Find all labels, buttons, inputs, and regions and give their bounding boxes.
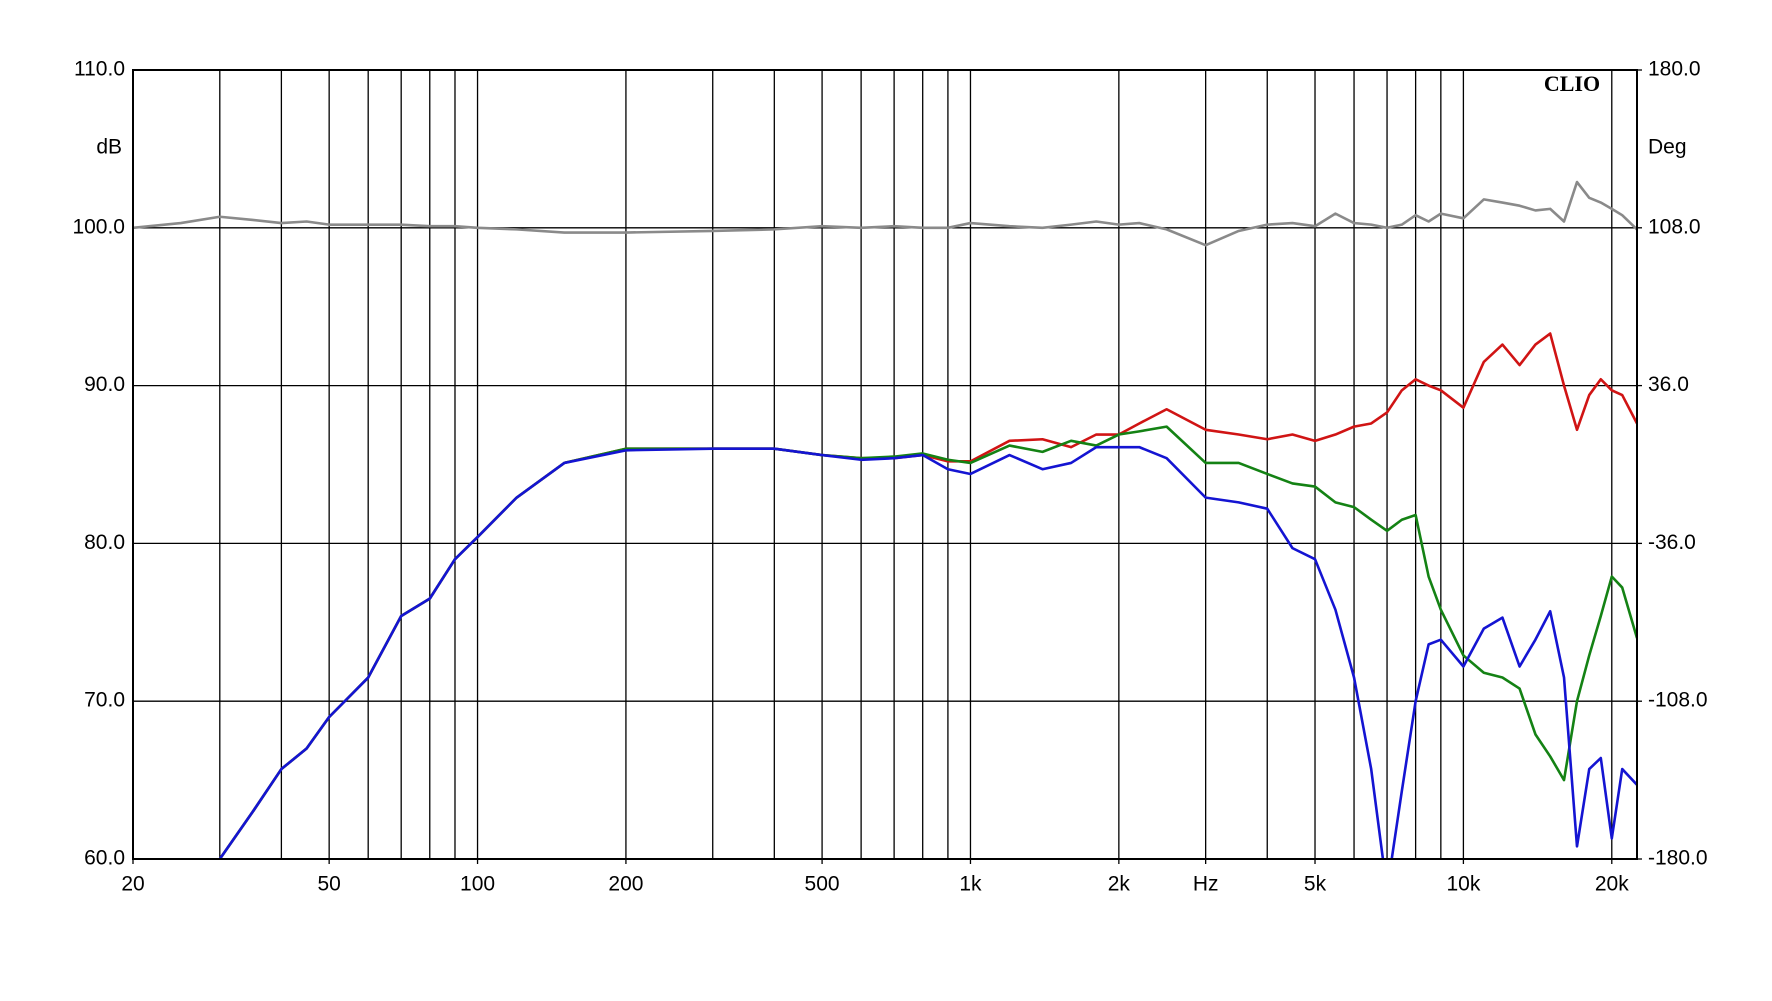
x-tick-label: 20k [1595, 873, 1629, 896]
x-tick-label: 100 [460, 873, 495, 896]
x-tick-label: 5k [1304, 873, 1327, 896]
y2-tick-label: -36.0 [1648, 531, 1696, 554]
y-tick-label: 100.0 [72, 215, 125, 238]
y-tick-label: 70.0 [84, 689, 125, 712]
y2-tick-label: 180.0 [1648, 58, 1701, 81]
x-tick-label: 1k [959, 873, 982, 896]
y2-tick-label: 36.0 [1648, 373, 1689, 396]
y2-tick-label: 108.0 [1648, 215, 1701, 238]
x-tick-label: 500 [805, 873, 840, 896]
series-line [218, 445, 1637, 859]
x-tick-label: 2k [1108, 873, 1131, 896]
y-tick-label: 80.0 [84, 531, 125, 554]
y-axis-label: dB [96, 136, 122, 159]
brand-label: CLIO [1544, 71, 1600, 96]
x-tick-label: 200 [608, 873, 643, 896]
y-tick-label: 90.0 [84, 373, 125, 396]
x-tick-label: 50 [317, 873, 340, 896]
x-tick-label: 20 [121, 873, 144, 896]
y2-tick-label: -180.0 [1648, 847, 1708, 870]
y-tick-label: 60.0 [84, 847, 125, 870]
y-tick-label: 110.0 [74, 58, 125, 81]
series-line [133, 180, 1637, 247]
y2-axis-label: Deg [1648, 136, 1687, 159]
x-tick-label: Hz [1193, 873, 1219, 896]
y2-tick-label: -108.0 [1648, 689, 1708, 712]
x-tick-label: 10k [1446, 873, 1480, 896]
plot-frame [132, 69, 1638, 860]
plot-area [133, 180, 1637, 859]
